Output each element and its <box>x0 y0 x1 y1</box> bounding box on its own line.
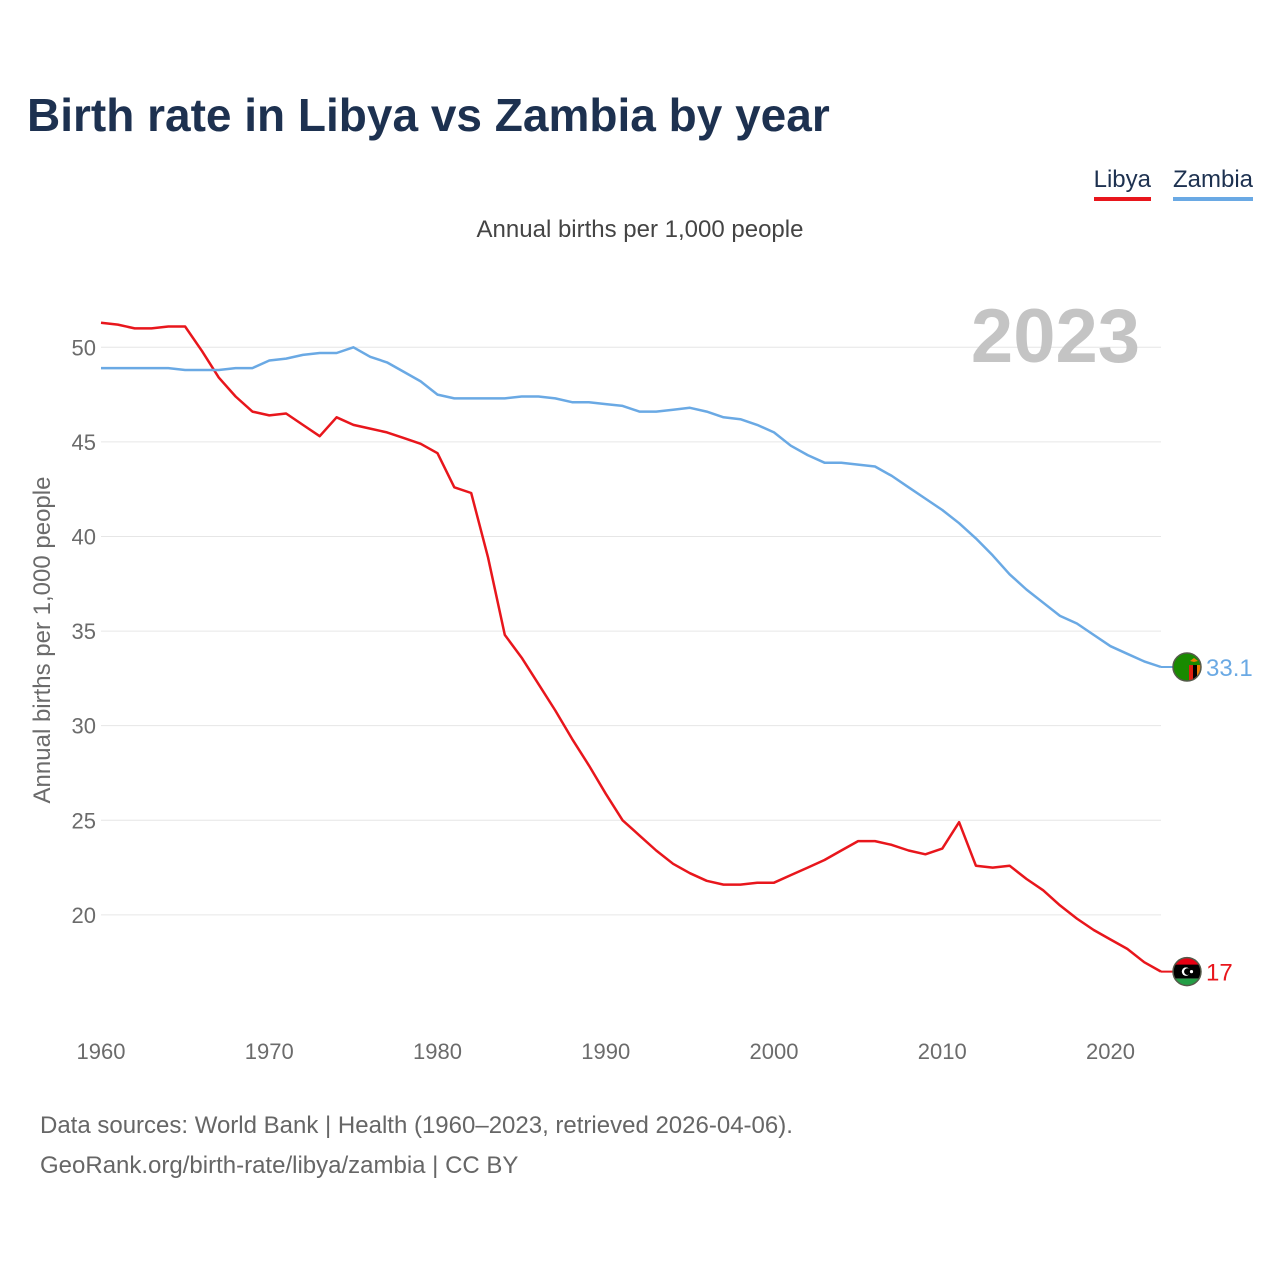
legend-item-zambia[interactable]: Zambia <box>1172 166 1253 201</box>
source-line-2[interactable]: GeoRank.org/birth-rate/libya/zambia | CC… <box>40 1152 519 1179</box>
x-tick-label: 1980 <box>413 1039 462 1064</box>
line-chart: 20 25 30 35 40 45 50 1960 1970 1980 1990 2000 2010 2… <box>29 294 1253 1064</box>
legend: Libya Zambia <box>1093 166 1253 201</box>
end-markers: 17 33.1 <box>1161 652 1253 987</box>
y-tick-label: 30 <box>72 714 96 739</box>
x-axis-ticks: 1960 1970 1980 1990 2000 2010 2020 <box>77 1039 1135 1064</box>
y-axis-ticks: 20 25 30 35 40 45 50 <box>72 335 96 928</box>
y-tick-label: 50 <box>72 335 96 360</box>
y-tick-label: 20 <box>72 903 96 928</box>
x-tick-label: 1960 <box>77 1039 126 1064</box>
source-note: Data sources: World Bank | Health (1960–… <box>40 1106 793 1186</box>
series-line-libya <box>100 321 1162 973</box>
chart-title: Birth rate in Libya vs Zambia by year <box>27 89 830 141</box>
source-line-1: Data sources: World Bank | Health (1960–… <box>40 1112 793 1139</box>
y-tick-label: 40 <box>72 524 96 549</box>
y-tick-label: 35 <box>72 619 96 644</box>
libya-flag-ring <box>1172 956 1202 987</box>
series-line-zambia <box>101 346 1162 669</box>
x-tick-label: 1970 <box>245 1039 294 1064</box>
chart-subtitle: Annual births per 1,000 people <box>476 216 804 243</box>
grid-lines <box>101 346 1161 916</box>
year-label: 2023 <box>971 294 1140 379</box>
x-tick-label: 2000 <box>750 1039 799 1064</box>
series-lines <box>100 321 1162 973</box>
x-tick-label: 2020 <box>1086 1039 1135 1064</box>
y-axis-title: Annual births per 1,000 people <box>29 477 56 804</box>
y-tick-label: 45 <box>72 430 96 455</box>
end-value-label-zambia: 33.1 <box>1206 655 1253 682</box>
zambia-flag-ring <box>1172 652 1202 682</box>
y-tick-label: 25 <box>72 808 96 833</box>
x-tick-label: 2010 <box>918 1039 967 1064</box>
libya-flag-icon <box>1173 957 1201 986</box>
end-value-label-libya: 17 <box>1206 960 1233 987</box>
legend-item-libya[interactable]: Libya <box>1093 166 1151 201</box>
x-tick-label: 1990 <box>581 1039 630 1064</box>
